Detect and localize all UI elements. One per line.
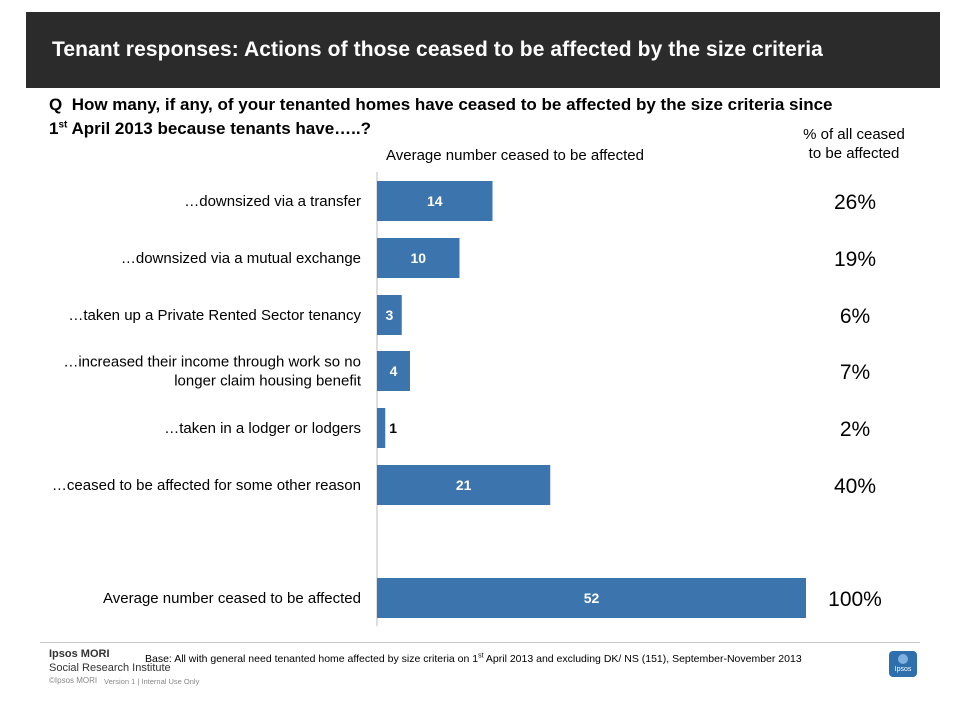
base-note-sup: st bbox=[478, 652, 484, 660]
version-note: Version 1 | Internal Use Only bbox=[104, 677, 200, 686]
bar-value-label: 21 bbox=[456, 477, 472, 493]
percent-label: 7% bbox=[840, 361, 870, 384]
percent-column-header: % of all ceased to be affected bbox=[803, 126, 905, 162]
bar bbox=[377, 351, 410, 391]
category-label: …increased their income through work so … bbox=[63, 354, 361, 371]
percent-label: 100% bbox=[828, 588, 882, 611]
copyright: ©Ipsos MORI bbox=[49, 676, 98, 685]
bar-chart: 14…downsized via a transfer 26%10…downsiz… bbox=[52, 172, 882, 626]
slide-title: Tenant responses: Actions of those cease… bbox=[52, 38, 823, 61]
ipsos-badge-icon: Ipsos bbox=[889, 651, 917, 677]
percent-label: 6% bbox=[840, 305, 870, 328]
bar-value-label: 3 bbox=[385, 307, 393, 323]
category-label: Average number ceased to be affected bbox=[103, 590, 361, 607]
question-date-sup: st bbox=[58, 119, 68, 131]
bar bbox=[377, 465, 551, 505]
bar bbox=[377, 181, 493, 221]
base-note: Base: All with general need tenanted hom… bbox=[145, 652, 802, 666]
axis-label: Average number ceased to be affected bbox=[386, 147, 644, 164]
question-date: 1 bbox=[49, 119, 59, 138]
ipsos-mori-logo: Ipsos MORI bbox=[49, 648, 110, 660]
bar-value-label: 4 bbox=[390, 363, 398, 379]
bar bbox=[377, 578, 806, 618]
bar-value-label: 10 bbox=[410, 250, 426, 266]
bar bbox=[377, 408, 386, 448]
bar bbox=[377, 295, 402, 335]
title-bar: Tenant responses: Actions of those cease… bbox=[26, 12, 940, 88]
base-note-a: Base: All with general need tenanted hom… bbox=[145, 653, 479, 665]
category-label: longer claim housing benefit bbox=[174, 373, 362, 390]
category-label: …ceased to be affected for some other re… bbox=[52, 477, 361, 494]
footer-divider bbox=[40, 642, 920, 643]
question-text: Q How many, if any, of your tenanted hom… bbox=[49, 93, 929, 141]
base-note-b: April 2013 and excluding DK/ NS (151), S… bbox=[483, 653, 802, 665]
question-prefix: Q bbox=[49, 95, 63, 114]
percent-label: 2% bbox=[840, 418, 870, 441]
bar-value-label: 52 bbox=[584, 590, 600, 606]
category-label: …taken in a lodger or lodgers bbox=[164, 420, 361, 437]
question-text-b: April 2013 because tenants have…..? bbox=[71, 119, 371, 138]
category-label: …taken up a Private Rented Sector tenanc… bbox=[68, 307, 361, 324]
bar-value-label: 14 bbox=[427, 193, 443, 209]
category-label: …downsized via a mutual exchange bbox=[121, 250, 361, 267]
percent-label: 19% bbox=[834, 248, 876, 271]
question-text-a: How many, if any, of your tenanted homes… bbox=[71, 95, 833, 114]
category-label: …downsized via a transfer bbox=[184, 193, 361, 210]
percent-label: 26% bbox=[834, 191, 876, 214]
bar bbox=[377, 238, 460, 278]
logo-subtitle: Social Research Institute bbox=[49, 662, 171, 674]
percent-label: 40% bbox=[834, 475, 876, 498]
bar-value-label: 1 bbox=[389, 420, 397, 436]
